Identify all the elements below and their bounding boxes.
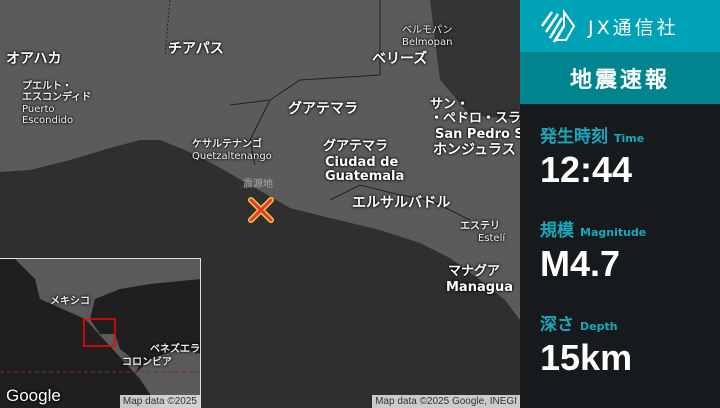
time-label: 発生時刻 <box>540 127 608 147</box>
brand-name: JX通信社 <box>588 16 679 39</box>
label-guatemala-city-ja: グアテマラ <box>323 139 389 154</box>
depth-value: 15km <box>540 337 633 378</box>
depth-label: 深さ <box>540 315 574 335</box>
label-quetzaltenango-en: Quetzaltenango <box>192 151 272 162</box>
magnitude-value: M4.7 <box>540 243 621 284</box>
label-guatemala-city-en: Ciudad de Guatemala <box>325 155 405 184</box>
inset-attribution: Map data ©2025 <box>119 395 200 408</box>
label-managua-ja: マナグア <box>448 264 501 279</box>
label-managua-en: Managua <box>446 280 514 295</box>
label-quetzaltenango-ja: ケサルテナンゴ <box>192 139 262 150</box>
magnitude-label-en: Magnitude <box>580 226 647 239</box>
page-title: 地震速報 <box>520 52 720 104</box>
label-oaxaca: オアハカ <box>6 51 62 67</box>
time-block: 発生時刻 Time 12:44 <box>540 122 644 191</box>
highlight-box <box>83 318 116 347</box>
map-attribution[interactable]: Map data ©2025 Google, INEGI <box>372 395 520 408</box>
label-honduras: ホンジュラス <box>433 142 516 158</box>
label-guatemala-country: グアテマラ <box>288 101 358 117</box>
inset-label-venezuela: ベネズエラ <box>150 344 200 355</box>
depth-block: 深さ Depth 15km <box>540 310 632 379</box>
time-value: 12:44 <box>540 149 633 190</box>
label-belize: ベリーズ <box>372 51 428 67</box>
label-esteli-ja: エステリ <box>460 221 500 232</box>
label-esteli-en: Estelí <box>478 233 506 244</box>
label-puerto-en: Puerto Escondido <box>22 104 74 126</box>
info-panel: JX通信社 地震速報 発生時刻 Time 12:44 規模 Magnitude M4… <box>520 0 720 408</box>
epicenter-icon <box>248 197 274 223</box>
label-belmopan-en: Belmopan <box>402 37 453 48</box>
magnitude-label: 規模 <box>540 221 574 241</box>
time-label-en: Time <box>614 132 645 145</box>
overview-map[interactable]: メキシコ ベネズエラ コロンビア Google Map data ©2025 <box>0 258 201 408</box>
label-san-pedro-en: San Pedro S <box>435 127 520 142</box>
brand-header: JX通信社 <box>520 0 720 52</box>
magnitude-block: 規模 Magnitude M4.7 <box>540 216 646 285</box>
inset-label-mexico: メキシコ <box>50 296 90 307</box>
google-logo: Google <box>6 386 61 405</box>
depth-label-en: Depth <box>580 320 618 333</box>
overview-land <box>0 259 200 408</box>
map-land <box>0 0 520 320</box>
inset-label-colombia: コロンビア <box>122 357 172 368</box>
label-el-salvador: エルサルバドル <box>352 195 451 211</box>
label-san-pedro-ja: サン・ ・ペドロ・スラ <box>430 97 520 126</box>
label-puerto-ja: プエルト・ エスコンディド <box>22 81 92 103</box>
map[interactable]: オアハカ チアパス プエルト・ エスコンディド Puerto Escondido… <box>0 0 520 408</box>
jx-logo-icon <box>540 8 576 43</box>
label-belmopan-ja: ベルモパン <box>402 25 453 36</box>
label-chiapas: チアパス <box>168 41 224 57</box>
epicenter-label: 震源地 <box>243 179 273 190</box>
